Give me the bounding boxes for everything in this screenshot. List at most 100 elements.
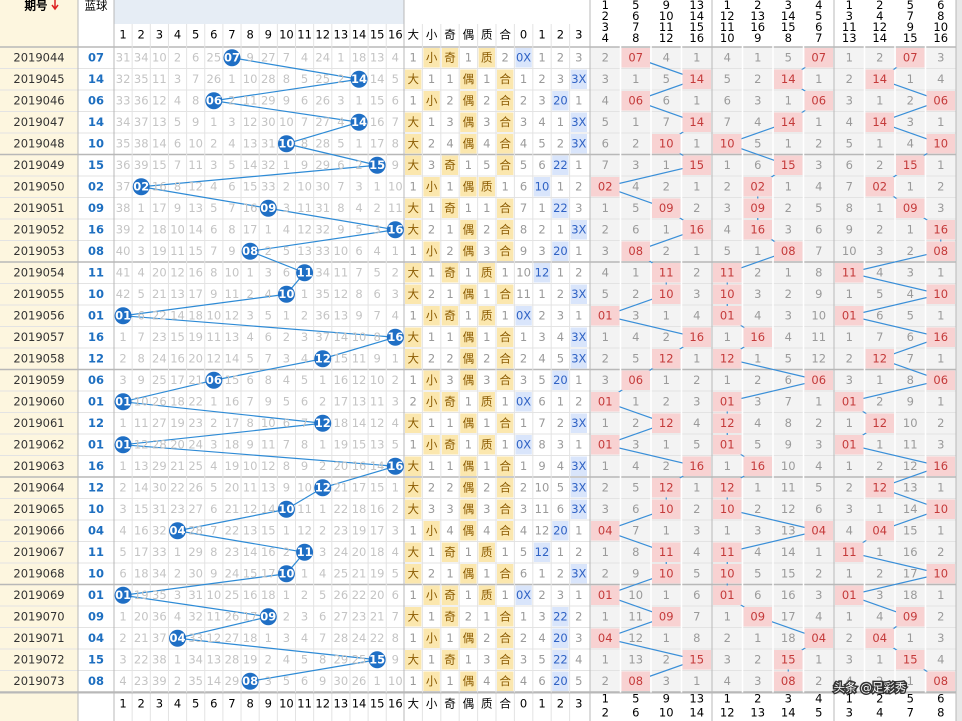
attr-label: 合 bbox=[499, 609, 511, 623]
omission: 3 bbox=[301, 609, 308, 623]
omission: 27 bbox=[152, 416, 167, 430]
zone-omission: 2 bbox=[876, 50, 883, 64]
zone-omission: 1 bbox=[846, 287, 853, 301]
omission: 33 bbox=[116, 93, 131, 107]
zone-header: 12 bbox=[720, 9, 735, 23]
attr-omission: 4 bbox=[483, 136, 490, 150]
omission: 26 bbox=[225, 609, 240, 623]
omission: 14 bbox=[152, 136, 167, 150]
attr-omission: 2 bbox=[557, 136, 564, 150]
zone-number: 14 bbox=[781, 115, 796, 129]
zone-header: 16 bbox=[750, 20, 765, 34]
ball-number: 04 bbox=[170, 631, 186, 645]
attr-hit bbox=[441, 155, 459, 175]
zone-omission: 1 bbox=[754, 50, 761, 64]
omission: 5 bbox=[392, 566, 399, 580]
omission: 10 bbox=[388, 674, 403, 688]
zone-hit bbox=[774, 671, 803, 691]
attr-hit bbox=[552, 607, 569, 627]
zone-number: 01 bbox=[842, 437, 857, 451]
omission: 1 bbox=[210, 394, 217, 408]
attr-hit bbox=[405, 263, 422, 283]
attr-omission: 3 bbox=[428, 158, 435, 172]
attr-label: 0X bbox=[516, 437, 531, 451]
blue-number: 08 bbox=[88, 244, 104, 258]
zone-omission: 1 bbox=[724, 373, 731, 387]
omission: 9 bbox=[301, 158, 308, 172]
attr-omission: 1 bbox=[520, 72, 527, 86]
attr-header: 1 bbox=[538, 28, 545, 42]
omission: 17 bbox=[152, 201, 167, 215]
zone-omission: 2 bbox=[663, 459, 670, 473]
attr-omission: 1 bbox=[520, 459, 527, 473]
zone-omission: 7 bbox=[907, 351, 914, 365]
zone-number: 09 bbox=[903, 201, 918, 215]
omission: 9 bbox=[392, 652, 399, 666]
attr-footer: 0 bbox=[520, 697, 527, 711]
zone-omission: 8 bbox=[815, 265, 822, 279]
omission: 15 bbox=[352, 437, 367, 451]
omission: 33 bbox=[188, 631, 203, 645]
omission: 7 bbox=[210, 523, 217, 537]
omission: 17 bbox=[134, 545, 149, 559]
omission: 9 bbox=[174, 201, 181, 215]
omission: 16 bbox=[170, 351, 185, 365]
zone-omission: 5 bbox=[632, 480, 639, 494]
zone-header: 14 bbox=[781, 9, 796, 23]
omission: 16 bbox=[134, 523, 149, 537]
ball-number: 15 bbox=[369, 652, 385, 666]
period: 2019053 bbox=[13, 244, 64, 258]
attr-label: 0X bbox=[516, 394, 531, 408]
attr-label: 小 bbox=[426, 244, 438, 258]
attr-omission: 1 bbox=[465, 588, 472, 602]
zone-omission: 7 bbox=[846, 179, 853, 193]
omission: 13 bbox=[152, 115, 167, 129]
zone-omission: 2 bbox=[724, 179, 731, 193]
omission: 4 bbox=[355, 201, 362, 215]
zone-omission: 1 bbox=[724, 330, 731, 344]
zone-number: 10 bbox=[720, 566, 735, 580]
zone-omission: 18 bbox=[903, 588, 918, 602]
period: 2019064 bbox=[13, 480, 64, 494]
blue-number: 01 bbox=[88, 437, 104, 451]
attr-label: 偶 bbox=[463, 566, 475, 580]
attr-hit bbox=[497, 478, 514, 498]
position-footer: 2 bbox=[138, 697, 145, 711]
attr-hit bbox=[460, 628, 477, 648]
omission: 13 bbox=[225, 330, 240, 344]
zone-omission: 1 bbox=[876, 545, 883, 559]
omission: 1 bbox=[283, 158, 290, 172]
attr-footer: 小 bbox=[426, 697, 438, 711]
attr-omission: 1 bbox=[557, 545, 564, 559]
omission: 8 bbox=[319, 652, 326, 666]
attr-omission: 1 bbox=[446, 566, 453, 580]
ball-number: 15 bbox=[369, 158, 385, 172]
zone-omission: 7 bbox=[632, 523, 639, 537]
omission: 4 bbox=[374, 244, 381, 258]
zone-footer: 13 bbox=[750, 706, 765, 720]
zone-number: 15 bbox=[689, 652, 704, 666]
zone-omission: 5 bbox=[693, 566, 700, 580]
zone-omission: 2 bbox=[693, 502, 700, 516]
ball bbox=[368, 651, 386, 669]
attr-label: 3X bbox=[571, 459, 586, 473]
omission: 10 bbox=[152, 50, 167, 64]
attr-hit bbox=[423, 392, 440, 412]
omission: 2 bbox=[392, 373, 399, 387]
attr-label: 小 bbox=[426, 631, 438, 645]
omission: 5 bbox=[210, 201, 217, 215]
zone-omission: 3 bbox=[602, 72, 609, 86]
omission: 1 bbox=[319, 373, 326, 387]
attr-omission: 1 bbox=[502, 545, 509, 559]
attr-hit bbox=[405, 284, 422, 304]
sort-arrow bbox=[51, 0, 59, 11]
zone-omission: 3 bbox=[632, 158, 639, 172]
zone-omission: 8 bbox=[907, 373, 914, 387]
attr-omission: 1 bbox=[483, 287, 490, 301]
ball-number: 08 bbox=[242, 244, 258, 258]
omission: 29 bbox=[334, 652, 349, 666]
zone-omission: 14 bbox=[903, 502, 918, 516]
attr-hit bbox=[533, 263, 551, 283]
attr-hit bbox=[423, 585, 440, 605]
attr-label: 合 bbox=[499, 158, 511, 172]
